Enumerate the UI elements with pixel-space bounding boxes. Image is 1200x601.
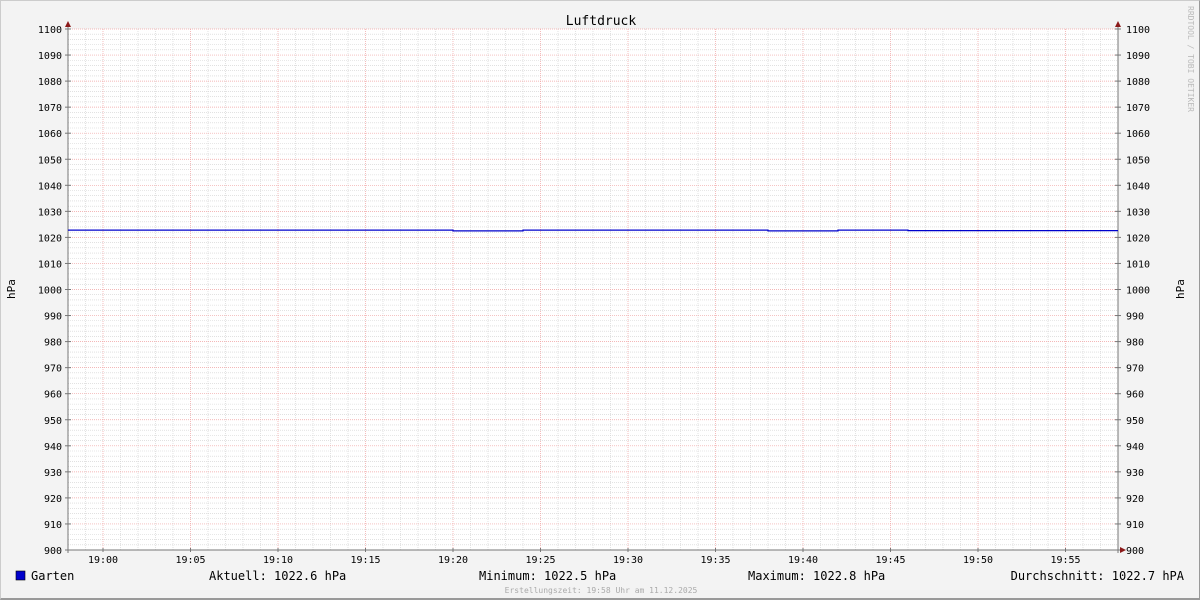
x-tick-label: 19:00 <box>88 555 118 566</box>
x-tick-label: 19:25 <box>525 555 555 566</box>
y-tick-label-left: 1070 <box>38 103 62 114</box>
y-tick-label-right: 900 <box>1126 546 1144 557</box>
y-tick-label-right: 1070 <box>1126 103 1150 114</box>
y-axis-arrow-left <box>65 21 71 27</box>
y-tick-label-left: 1090 <box>38 51 62 62</box>
y-tick-label-right: 930 <box>1126 468 1144 479</box>
y-tick-label-left: 1040 <box>38 181 62 192</box>
y-axis-label-left: hPa <box>5 279 18 299</box>
y-tick-label-left: 1030 <box>38 207 62 218</box>
y-tick-label-left: 910 <box>44 520 62 531</box>
series-line-garten <box>68 229 1118 232</box>
y-tick-label-right: 1040 <box>1126 181 1150 192</box>
x-tick-label: 19:45 <box>875 555 905 566</box>
y-tick-label-right: 910 <box>1126 520 1144 531</box>
y-tick-label-right: 1030 <box>1126 207 1150 218</box>
x-tick-label: 19:20 <box>438 555 468 566</box>
y-tick-label-left: 940 <box>44 442 62 453</box>
y-tick-label-right: 980 <box>1126 338 1144 349</box>
y-tick-label-left: 1000 <box>38 286 62 297</box>
x-tick-label: 19:40 <box>788 555 818 566</box>
legend-aktuell: Aktuell: 1022.6 hPa <box>209 569 346 583</box>
y-tick-label-left: 950 <box>44 416 62 427</box>
y-tick-label-left: 960 <box>44 390 62 401</box>
y-tick-label-left: 900 <box>44 546 62 557</box>
y-tick-label-left: 1020 <box>38 233 62 244</box>
y-axis-arrow-right <box>1115 21 1121 27</box>
x-tick-label: 19:55 <box>1050 555 1080 566</box>
y-tick-label-right: 920 <box>1126 494 1144 505</box>
x-tick-label: 19:15 <box>350 555 380 566</box>
legend-maximum: Maximum: 1022.8 hPa <box>748 569 885 583</box>
legend-durchschnitt: Durchschnitt: 1022.7 hPA <box>1011 569 1185 583</box>
watermark: RRDTOOL / TOBI OETIKER <box>1186 6 1195 112</box>
x-tick-label: 19:30 <box>613 555 643 566</box>
x-tick-label: 19:50 <box>963 555 993 566</box>
y-tick-label-left: 1010 <box>38 259 62 270</box>
y-tick-label-right: 1090 <box>1126 51 1150 62</box>
y-axis-label-right: hPa <box>1174 279 1187 299</box>
legend-swatch <box>15 570 26 581</box>
y-tick-label-left: 970 <box>44 364 62 375</box>
y-tick-label-right: 1100 <box>1126 25 1150 36</box>
y-tick-label-right: 1000 <box>1126 286 1150 297</box>
y-tick-label-left: 990 <box>44 312 62 323</box>
legend-name: Garten <box>31 569 74 583</box>
y-tick-label-right: 970 <box>1126 364 1144 375</box>
y-tick-label-right: 1010 <box>1126 259 1150 270</box>
y-tick-label-right: 1060 <box>1126 129 1150 140</box>
y-tick-label-left: 930 <box>44 468 62 479</box>
x-tick-label: 19:05 <box>175 555 205 566</box>
y-tick-label-left: 980 <box>44 338 62 349</box>
legend-minimum: Minimum: 1022.5 hPa <box>479 569 616 583</box>
x-tick-label: 19:35 <box>700 555 730 566</box>
x-tick-label: 19:10 <box>263 555 293 566</box>
x-axis-arrow <box>1120 547 1126 553</box>
y-tick-label-right: 1080 <box>1126 77 1150 88</box>
y-tick-label-right: 1020 <box>1126 233 1150 244</box>
y-tick-label-left: 1080 <box>38 77 62 88</box>
y-tick-label-right: 990 <box>1126 312 1144 323</box>
y-tick-label-left: 1060 <box>38 129 62 140</box>
y-tick-label-right: 950 <box>1126 416 1144 427</box>
y-tick-label-right: 940 <box>1126 442 1144 453</box>
y-tick-label-right: 960 <box>1126 390 1144 401</box>
y-tick-label-left: 1050 <box>38 155 62 166</box>
y-tick-label-left: 920 <box>44 494 62 505</box>
y-tick-label-right: 1050 <box>1126 155 1150 166</box>
footer-timestamp: Erstellungszeit: 19:58 Uhr am 11.12.2025 <box>505 586 698 595</box>
y-tick-label-left: 1100 <box>38 25 62 36</box>
chart-title: Luftdruck <box>566 14 637 29</box>
